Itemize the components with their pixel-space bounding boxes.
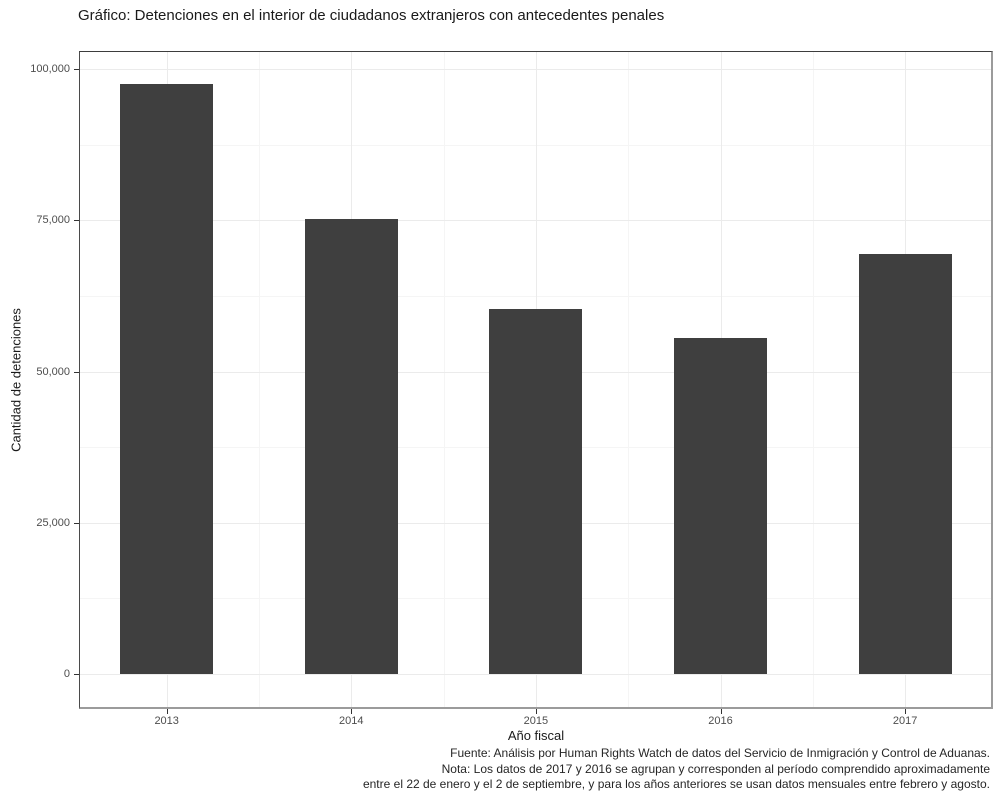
gridline-horizontal-major	[80, 674, 991, 675]
x-tick-label: 2013	[154, 715, 179, 727]
y-tick-label: 0	[63, 668, 70, 680]
bar-2015	[489, 309, 583, 674]
y-tick-mark	[74, 220, 79, 222]
x-tick-label: 2017	[892, 715, 918, 727]
gridline-horizontal-major	[80, 220, 991, 222]
bar-2016	[674, 338, 767, 674]
x-tick-mark	[535, 709, 537, 714]
y-tick-mark	[74, 522, 79, 524]
x-tick-mark	[166, 709, 168, 714]
y-axis-title: Cantidad de detenciones	[8, 308, 24, 452]
gridline-vertical-minor	[812, 52, 814, 707]
y-tick-mark	[74, 674, 79, 675]
plot-panel	[79, 51, 993, 709]
x-tick-mark	[905, 709, 907, 714]
caption-line-note-2: entre el 22 de enero y el 2 de septiembr…	[362, 777, 990, 791]
x-tick-label: 2014	[339, 715, 364, 727]
x-axis-title: Año fiscal	[507, 728, 565, 743]
gridline-horizontal-minor	[80, 144, 991, 146]
gridline-vertical-minor	[259, 52, 260, 707]
y-tick-mark	[74, 69, 79, 70]
y-tick-label: 75,000	[36, 214, 70, 227]
gridline-vertical-minor	[628, 52, 630, 707]
x-tick-mark	[720, 709, 722, 714]
y-tick-mark	[74, 371, 79, 373]
bar-2014	[304, 219, 398, 674]
gridline-horizontal-minor	[80, 295, 991, 297]
y-tick-label: 25,000	[36, 516, 70, 529]
bar-2017	[858, 254, 952, 674]
caption-line-source: Fuente: Análisis por Human Rights Watch …	[450, 746, 990, 760]
chart-title: Gráfico: Detenciones en el interior de c…	[78, 7, 665, 24]
caption: Fuente: Análisis por Human Rights Watch …	[30, 746, 990, 793]
caption-line-note-1: Nota: Los datos de 2017 y 2016 se agrupa…	[441, 761, 990, 776]
x-tick-mark	[351, 709, 353, 714]
gridline-vertical-minor	[443, 52, 445, 707]
bar-2013	[120, 83, 214, 674]
x-tick-label: 2016	[708, 715, 733, 727]
y-tick-label: 50,000	[36, 365, 70, 378]
gridline-horizontal-major	[80, 69, 991, 70]
x-tick-label: 2015	[523, 715, 549, 727]
y-tick-label: 100,000	[30, 63, 70, 75]
